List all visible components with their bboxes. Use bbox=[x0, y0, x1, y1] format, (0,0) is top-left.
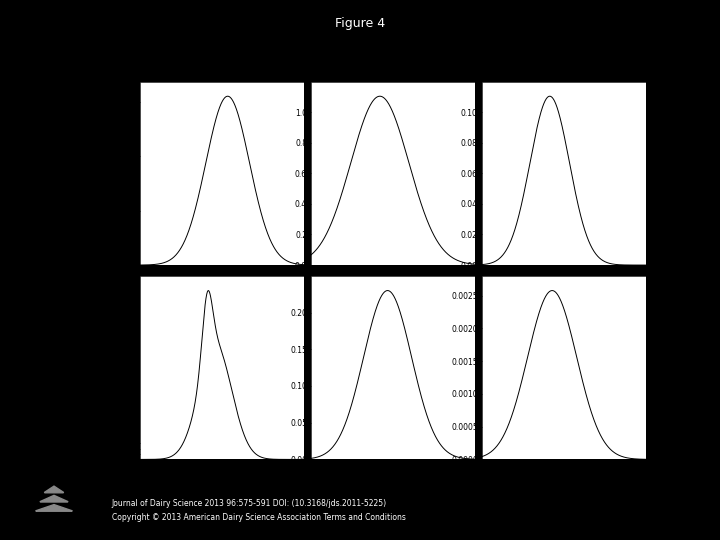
Title: Conception Rate: Conception Rate bbox=[513, 71, 615, 81]
Text: ELSEVIER: ELSEVIER bbox=[41, 521, 67, 525]
Y-axis label: Residual Variance: Residual Variance bbox=[91, 330, 101, 405]
Text: Figure 4: Figure 4 bbox=[335, 17, 385, 30]
Title: Fat Content: Fat Content bbox=[356, 71, 430, 81]
FancyArrow shape bbox=[45, 486, 63, 493]
Text: Copyright © 2013 American Dairy Science Association Terms and Conditions: Copyright © 2013 American Dairy Science … bbox=[112, 513, 405, 522]
Text: Journal of Dairy Science 2013 96:575-591 DOI: (10.3168/jds.2011-5225): Journal of Dairy Science 2013 96:575-591… bbox=[112, 500, 387, 509]
Y-axis label: Genetic Variance: Genetic Variance bbox=[91, 137, 101, 209]
Title: Milk Yield: Milk Yield bbox=[192, 71, 253, 81]
FancyArrow shape bbox=[36, 504, 72, 511]
FancyArrow shape bbox=[40, 495, 68, 502]
